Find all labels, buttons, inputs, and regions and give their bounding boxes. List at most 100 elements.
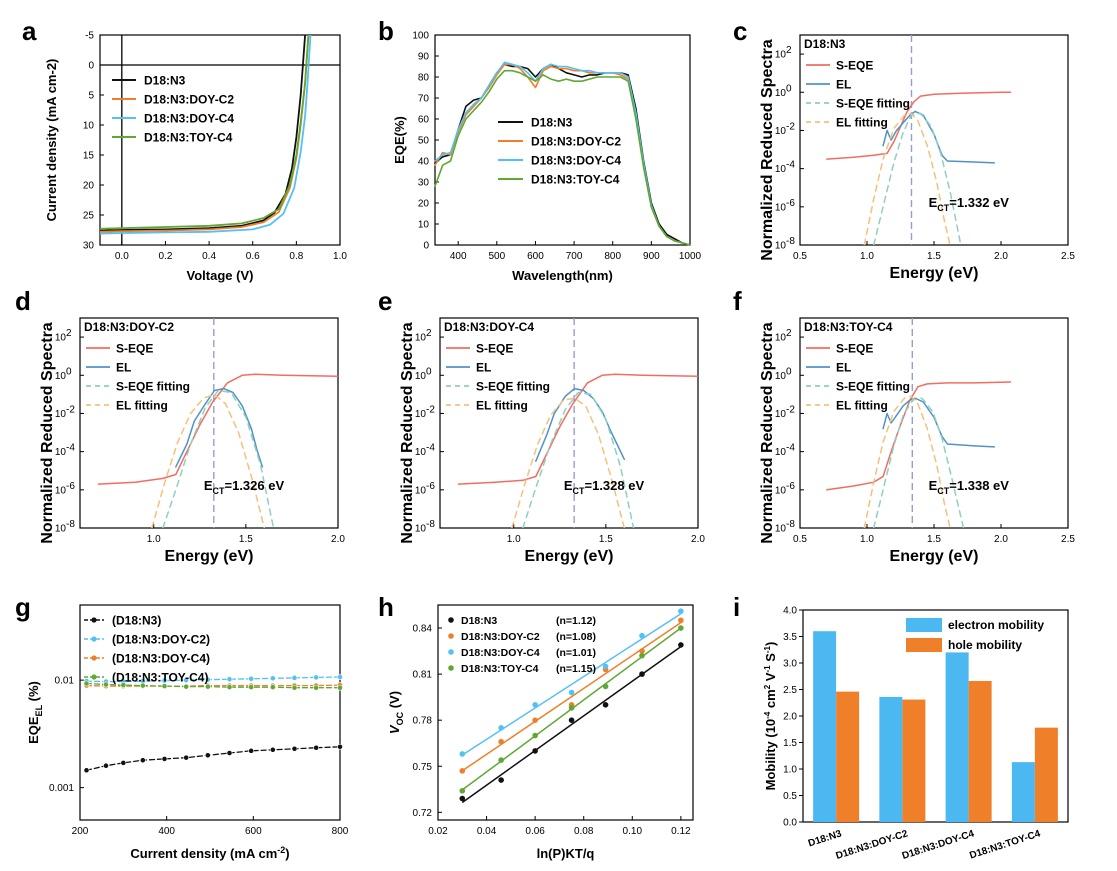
legend-label-a: D18:N3:DOY-C4 [144,112,234,126]
fit-line-D18:N3:DOY-C2 [461,621,682,772]
data-point-g [83,767,90,774]
y-tick-exponent-c: 0 [786,83,792,94]
data-point-g [226,676,233,683]
panel-letter-c: c [733,16,747,46]
x-tick-label-b: 700 [566,251,583,262]
bar-hole mobility-D18:N3:DOY-C2 [902,699,926,822]
tick-base: 10 [55,409,67,420]
x-tick-label-a: 0.6 [246,251,260,262]
data-point-h [532,702,538,708]
y-axis-label-d: Normalized Reduced Spectra [39,322,56,544]
y-tick-exponent-d: -8 [66,519,75,530]
legend-label-h: D18:N3:DOY-C4 [461,647,540,659]
category-label-i: D18:N3:DOY-C2 [835,828,910,862]
bar-hole mobility-D18:N3:TOY-C4 [1034,727,1058,822]
data-point-g [183,677,190,684]
series-line-EL [882,397,996,448]
series-line-D18:N3:TOY-C4 [434,69,691,246]
tick-base: 10 [415,485,427,496]
x-tick-label-h: 0.08 [574,826,594,837]
panel-letter-h: h [378,592,394,622]
y-tick-label-a: 5 [88,91,94,102]
legend-marker-g [91,636,97,642]
legend-label-b: D18:N3 [531,116,573,130]
legend-label-d: S-EQE [116,342,153,356]
series-line-EL fitting [863,112,951,245]
data-point-h [678,642,684,648]
legend-label-f: S-EQE fitting [836,380,910,394]
tick-base: 10 [775,241,787,252]
x-axis-label-e: Energy (eV) [525,548,614,565]
x-tick-label-h: 0.10 [623,826,643,837]
ect-annotation-rest: =1.328 eV [585,478,645,493]
data-point-h [639,652,645,659]
series-line-(D18:N3) [85,746,341,771]
y-tick-exponent-d: 2 [66,328,72,339]
series-line-S-EQE [826,381,1012,491]
data-point-g [161,683,168,690]
category-label-i: D18:N3:DOY-C4 [901,828,976,862]
series-group-d [97,318,338,528]
y-tick-label-a: 15 [83,151,95,162]
ect-annotation-main: E [204,478,213,493]
x-tick-label-b: 800 [604,251,621,262]
legend-label-h: D18:N3 [461,615,497,627]
x-tick-label-c: 2.5 [1061,251,1075,262]
ect-annotation-rest: =1.332 eV [949,195,1009,210]
tick-base: 10 [55,524,67,535]
tick-base: 10 [775,50,787,61]
tick-base: 10 [775,524,787,535]
y-tick-label-e: 10 [415,485,427,496]
y-tick-label-c: 10 [775,126,787,137]
ect-annotation-sub: CT [937,203,949,213]
y-tick-exponent-d: -2 [66,404,75,415]
y-tick-label-b: 60 [418,115,430,126]
y-tick-label-i: 2.5 [783,685,797,696]
plot-frame-h [437,604,694,821]
ect-annotation-main: E [564,478,573,493]
plot-frame-d [79,317,339,529]
y-tick-label-b: 50 [418,136,430,147]
legend-label-f: S-EQE [836,342,873,356]
legend-marker-g [91,674,97,680]
series-group-f [826,318,1012,528]
bar-electron mobility-D18:N3:TOY-C4 [1011,762,1035,822]
y-tick-exponent-e: -6 [426,481,435,492]
legend-label-g: (D18:N3:TOY-C4) [112,671,208,685]
y-tick-exponent-e: 0 [426,366,432,377]
x-tick-label-a: 0.4 [202,251,216,262]
y-tick-label-d: 10 [55,485,67,496]
y-tick-exponent-f: -6 [786,481,795,492]
series-line-D18:N3:TOY-C4 [100,35,310,230]
series-line-EL [882,110,996,164]
data-point-h [459,751,466,757]
bar-electron mobility-D18:N3 [813,631,837,822]
legend-label-g: (D18:N3:DOY-C4) [112,652,210,666]
data-point-g [337,684,343,691]
y-tick-label-g: 0.001 [49,783,74,794]
legend-marker-h [448,649,454,655]
tick-base: 10 [775,202,787,213]
x-axis-label-d: Energy (eV) [165,548,254,565]
x-tick-label-h: 0.04 [477,826,497,837]
y-tick-exponent-f: 0 [786,366,792,377]
y-tick-label-c: 10 [775,241,787,252]
y-tick-label-c: 10 [775,164,787,175]
data-point-h [532,732,538,739]
y-tick-label-h: 0.72 [413,808,433,819]
data-point-g [183,683,190,690]
x-tick-label-c: 2.0 [994,251,1008,262]
series-line-EL fitting [863,395,951,528]
y-axis-label-a: Current density (mA cm-2) [44,59,59,222]
legend-label-a: D18:N3:DOY-C2 [144,93,234,107]
x-tick-label-h: 0.02 [428,826,448,837]
panel-letter-f: f [733,286,742,316]
data-point-g [269,684,276,691]
x-tick-label-b: 500 [488,251,505,262]
legend-note-h: (n=1.15) [556,663,596,675]
y-tick-label-i: 1.5 [783,738,797,749]
legend-label-g: (D18:N3) [112,614,161,628]
x-axis-label-h: ln(P)KT/q [537,846,595,861]
